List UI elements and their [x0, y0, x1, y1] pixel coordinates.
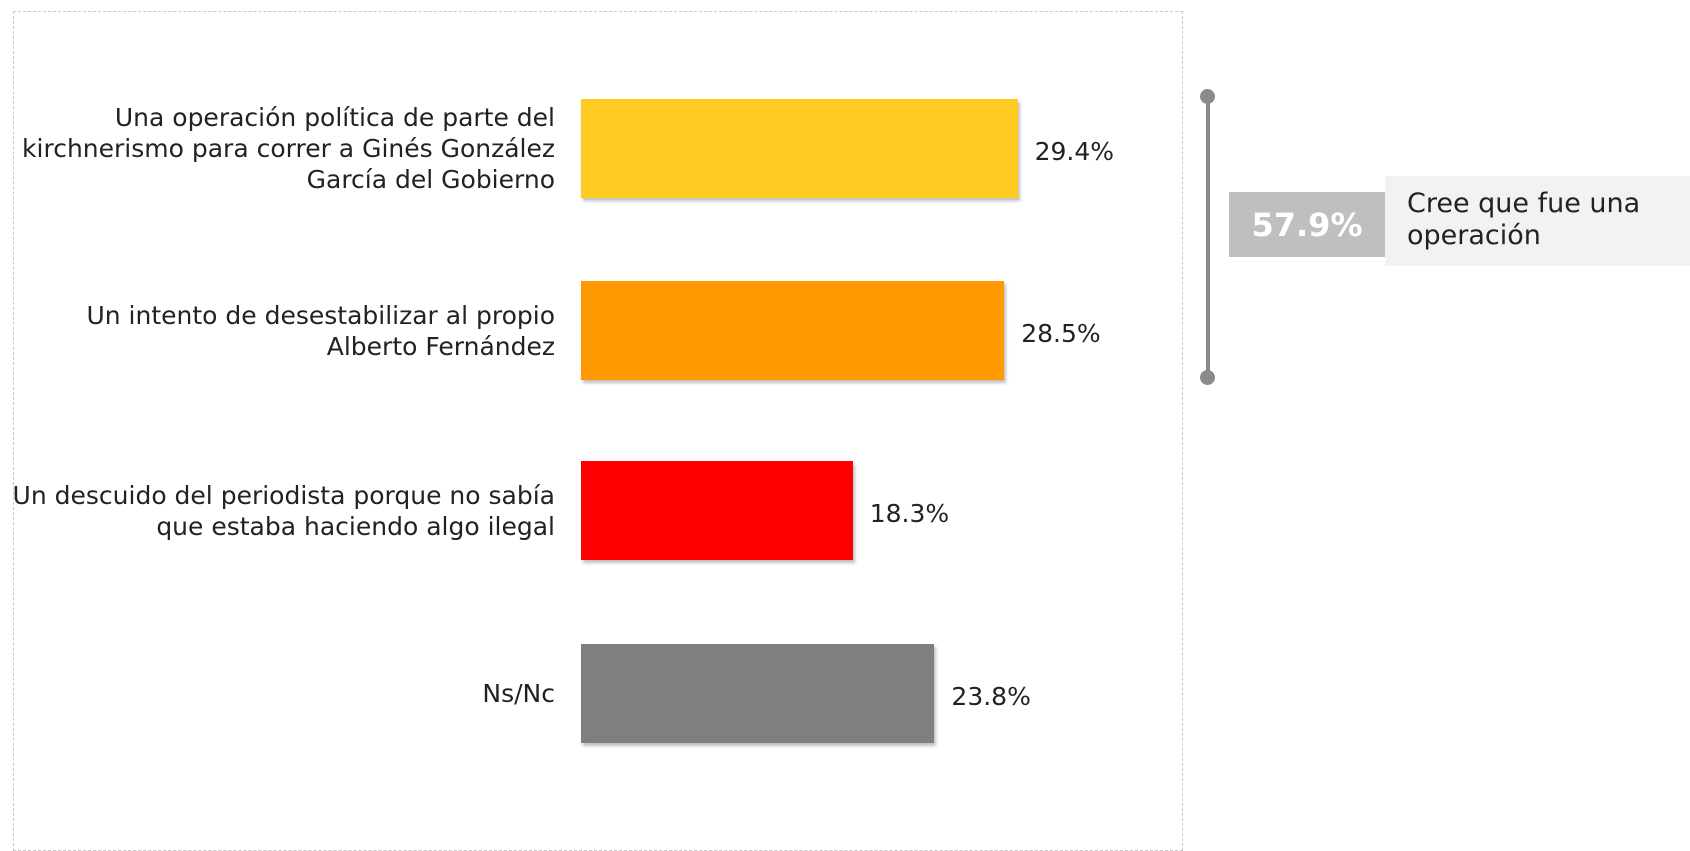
value-label: 23.8% [951, 682, 1031, 711]
bar [581, 281, 1005, 380]
annotation-text: Cree que fue una operación [1407, 188, 1641, 251]
category-label: Ns/Nc [482, 679, 555, 708]
bar [581, 99, 1018, 198]
value-label: 28.5% [1021, 319, 1101, 348]
annotation-panel [1385, 176, 1690, 266]
page: {"chart_data": {"type": "bar", "orientat… [12, 11, 1690, 851]
bar [581, 644, 935, 743]
annotation-value: 57.9% [1229, 192, 1385, 257]
category-label: Una operación política de parte del kirc… [22, 103, 555, 194]
bracket-end [1200, 370, 1215, 385]
bracket [1206, 96, 1210, 377]
category-label: Un intento de desestabilizar al propio A… [86, 300, 555, 361]
bar [581, 461, 853, 560]
category-label: Un descuido del periodista porque no sab… [12, 480, 555, 541]
value-label: 29.4% [1034, 137, 1114, 166]
bracket-end [1200, 89, 1215, 104]
value-label: 18.3% [869, 499, 950, 528]
